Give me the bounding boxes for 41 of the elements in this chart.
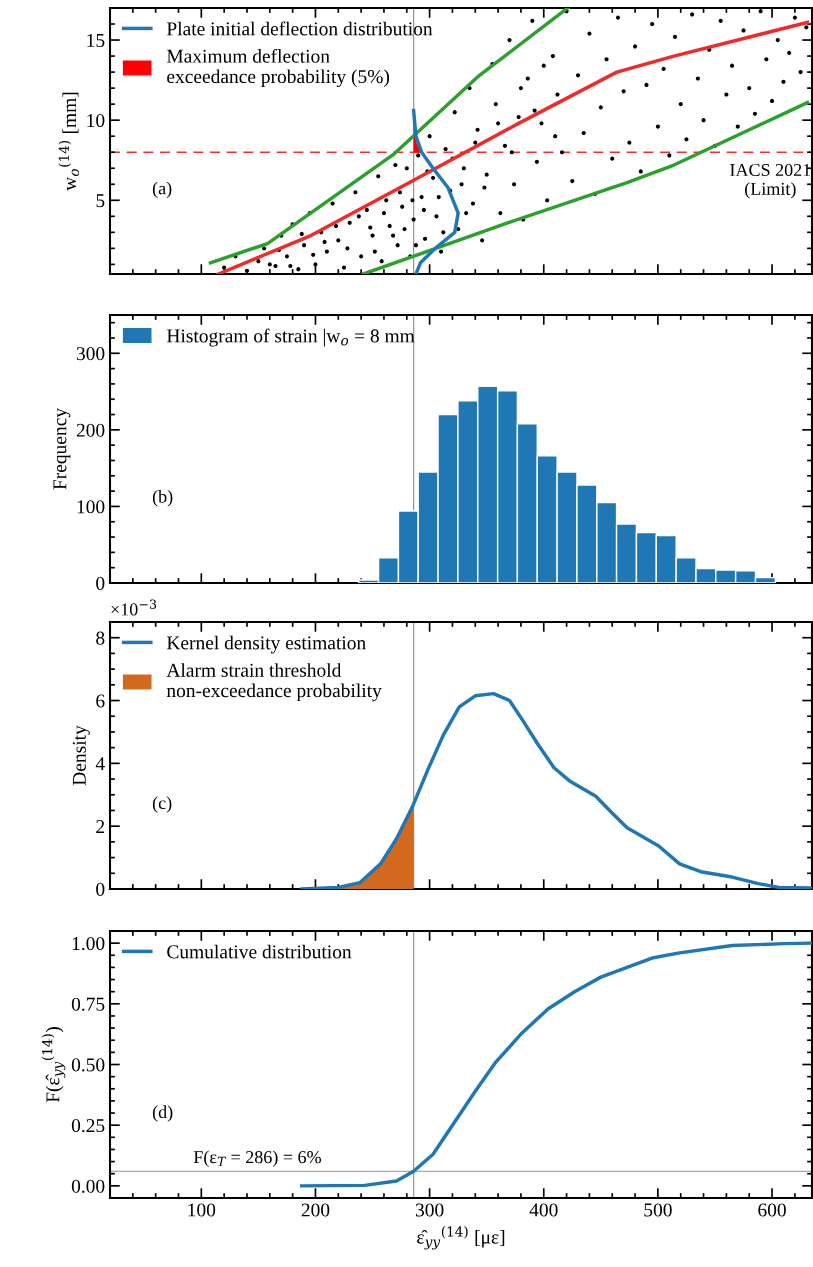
x-tick-label: 500: [644, 1203, 672, 1217]
ref-line-label: IACS 2021 (Limit): [730, 163, 811, 199]
y-axis-title: F(ε̂$_{yy}$$^{(14)}$): [41, 1027, 66, 1103]
y-tick-label: 200: [76, 423, 105, 437]
y-tick-label: 5: [96, 194, 105, 208]
legend-label: Plate initial deflection distribution: [166, 21, 433, 36]
ref-line-label: F(ε$_{T}$ = 286) = 6%: [193, 1150, 321, 1167]
y-tick-label: 0: [96, 882, 105, 896]
y-tick-label: 15: [87, 33, 105, 47]
annotation: (a): [152, 181, 172, 199]
y-tick-label: 1.00: [72, 936, 105, 951]
x-tick-label: 300: [415, 1203, 444, 1217]
legend-label: Histogram of strain |w$_{o}$ = 8 mm: [166, 328, 415, 347]
y-tick-label: 4: [95, 757, 105, 771]
x-tick-label: 400: [529, 1203, 558, 1217]
legend-label: Maximum deflection exceedance probability (5%): [166, 48, 390, 88]
y-tick-label: 6: [96, 694, 105, 708]
x-tick-label: 100: [188, 1203, 216, 1217]
legend-label: Cumulative distribution: [167, 944, 352, 959]
legend-label: Alarm strain threshold non-exceedance probability: [166, 663, 382, 702]
x-tick-label: 600: [758, 1203, 786, 1217]
annotation: (d): [152, 1105, 173, 1122]
y-tick-label: 0.50: [71, 1058, 105, 1072]
annotation: (b): [152, 490, 173, 507]
y-tick-label: 0.00: [71, 1179, 105, 1193]
y-tick-label: 0.75: [71, 997, 105, 1011]
x-tick-label: 200: [301, 1203, 330, 1217]
y-tick-label: 2: [96, 820, 105, 833]
legend-label: Kernel density estimation: [166, 635, 366, 654]
x-axis-title: ε̂$_{yy}$$^{(14)}$ [με]: [417, 1226, 505, 1250]
y-tick-label: 0: [96, 576, 105, 590]
y-axis-title: Density: [72, 725, 90, 786]
y-tick-label: 300: [76, 347, 105, 361]
y-tick-label: 10: [87, 113, 105, 128]
text: ×10$^{−3}$: [111, 599, 157, 616]
y-tick-label: 8: [96, 631, 105, 645]
y-axis-title: Frequency: [53, 408, 71, 490]
y-tick-label: 0.25: [71, 1119, 105, 1133]
y-axis-title: w$_{o}$$^{(14)}$ [mm]: [58, 92, 80, 191]
annotation: (c): [152, 796, 172, 813]
y-tick-label: 100: [77, 500, 105, 514]
